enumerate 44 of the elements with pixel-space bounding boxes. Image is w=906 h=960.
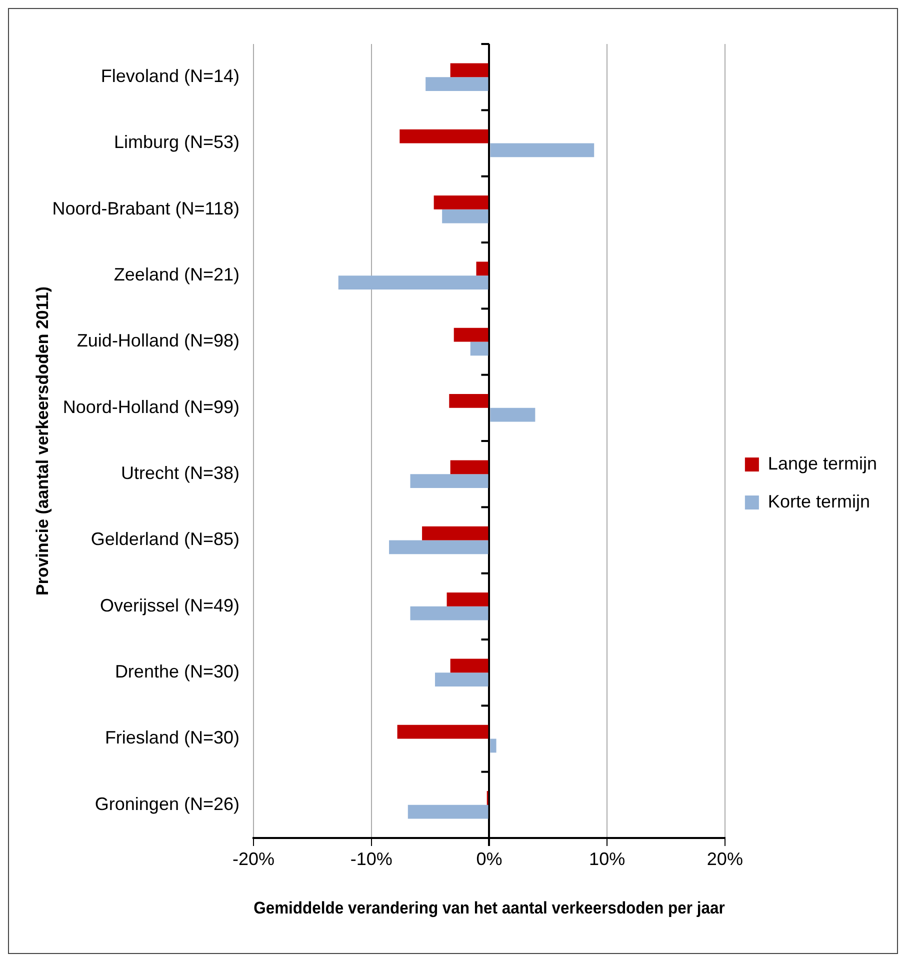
bar <box>422 526 488 540</box>
bar <box>410 606 488 620</box>
x-tick-label: -20% <box>232 848 275 869</box>
bar <box>397 724 488 739</box>
bar <box>476 262 488 276</box>
bar <box>410 474 488 488</box>
y-tick-label: Zeeland (N=21) <box>114 264 240 285</box>
bar <box>470 342 488 356</box>
bar <box>490 738 496 753</box>
y-tick-label: Utrecht (N=38) <box>120 463 240 484</box>
x-tick-label: 20% <box>706 848 743 869</box>
x-tick-label: 10% <box>589 848 626 869</box>
bar <box>449 394 488 408</box>
y-tick-label: Friesland (N=30) <box>104 728 240 748</box>
y-tick-label: Limburg (N=53) <box>114 132 240 152</box>
y-tick-label: Noord-Holland (N=99) <box>62 396 240 417</box>
bar <box>490 143 594 158</box>
bar <box>454 328 488 342</box>
bar <box>450 658 488 673</box>
bar <box>435 672 488 686</box>
y-tick-label: Noord-Brabant (N=118) <box>52 198 240 218</box>
bar <box>338 276 488 290</box>
y-tick-label: Overijssel (N=49) <box>100 595 240 616</box>
y-tick-label: Drenthe (N=30) <box>114 662 240 682</box>
bar <box>450 63 488 78</box>
bar <box>490 408 536 422</box>
y-tick-label: Flevoland (N=14) <box>100 66 240 86</box>
x-axis-title: Gemiddelde verandering van het aantal verkeersdoden per jaar <box>254 898 726 918</box>
bar <box>389 540 488 554</box>
y-tick-label: Zuid-Holland (N=98) <box>76 330 240 351</box>
bar <box>442 209 488 224</box>
y-tick-label: Groningen (N=26) <box>94 794 240 814</box>
x-tick-label: -10% <box>350 848 392 869</box>
bar <box>446 592 488 606</box>
legend-label: Lange termijn <box>768 453 878 474</box>
bar <box>400 129 488 144</box>
y-tick-label: Gelderland (N=85) <box>90 529 240 550</box>
bar <box>450 460 488 474</box>
bar <box>434 196 488 210</box>
bar <box>408 804 488 819</box>
y-axis-title: Provincie (aantal verkeersdoden 2011) <box>32 286 52 596</box>
x-tick-label: 0% <box>476 848 502 869</box>
bar <box>426 77 488 91</box>
legend-label: Korte termijn <box>768 491 870 512</box>
